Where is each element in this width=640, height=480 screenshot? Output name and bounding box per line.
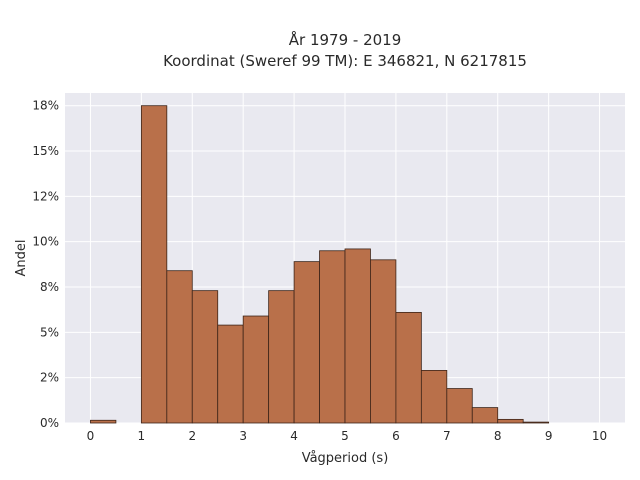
y-tick-label: 15% <box>32 144 59 158</box>
chart-title-line2: Koordinat (Sweref 99 TM): E 346821, N 62… <box>163 52 527 70</box>
y-axis-label: Andel <box>14 240 29 277</box>
x-tick-label: 3 <box>239 429 247 443</box>
histogram-bar <box>395 311 422 424</box>
histogram-bar <box>268 290 295 424</box>
y-tick-label: 0% <box>40 416 59 430</box>
histogram-bar <box>420 370 448 424</box>
y-tick-label: 8% <box>40 280 59 294</box>
x-tick-label: 0 <box>87 429 95 443</box>
y-tick-label: 5% <box>40 325 59 339</box>
x-tick-label: 1 <box>138 429 146 443</box>
histogram-bar <box>140 105 168 424</box>
x-ticks: 0 1 2 3 4 5 6 7 8 9 10 <box>87 429 608 443</box>
y-tick-label: 12% <box>32 189 59 203</box>
histogram-bar <box>471 407 499 424</box>
x-tick-label: 9 <box>545 429 553 443</box>
x-tick-label: 4 <box>290 429 298 443</box>
histogram-bar <box>191 290 219 424</box>
histogram-bar <box>344 248 371 424</box>
histogram-bar <box>217 324 244 424</box>
chart-title-line1: År 1979 - 2019 <box>289 30 402 49</box>
x-axis-label: Vågperiod (s) <box>302 451 389 466</box>
y-tick-label: 2% <box>40 371 59 385</box>
histogram-bar <box>319 250 346 424</box>
y-ticks: 0% 2% 5% 8% 10% 12% 15% 18% <box>32 99 59 430</box>
bars-layer <box>90 105 550 424</box>
x-tick-label: 8 <box>494 429 502 443</box>
x-tick-label: 6 <box>392 429 400 443</box>
y-tick-label: 18% <box>32 99 59 113</box>
y-tick-label: 10% <box>32 235 59 249</box>
histogram-bar <box>522 421 550 424</box>
x-tick-label: 7 <box>443 429 451 443</box>
histogram-bar <box>166 270 193 424</box>
x-tick-label: 10 <box>592 429 607 443</box>
x-tick-label: 5 <box>341 429 349 443</box>
histogram-bar <box>90 419 117 424</box>
histogram-bar <box>497 418 524 424</box>
histogram-bar <box>242 315 270 424</box>
histogram-bar <box>293 261 320 424</box>
histogram-bar <box>446 388 473 424</box>
x-tick-label: 2 <box>188 429 196 443</box>
histogram-bar <box>370 259 397 424</box>
